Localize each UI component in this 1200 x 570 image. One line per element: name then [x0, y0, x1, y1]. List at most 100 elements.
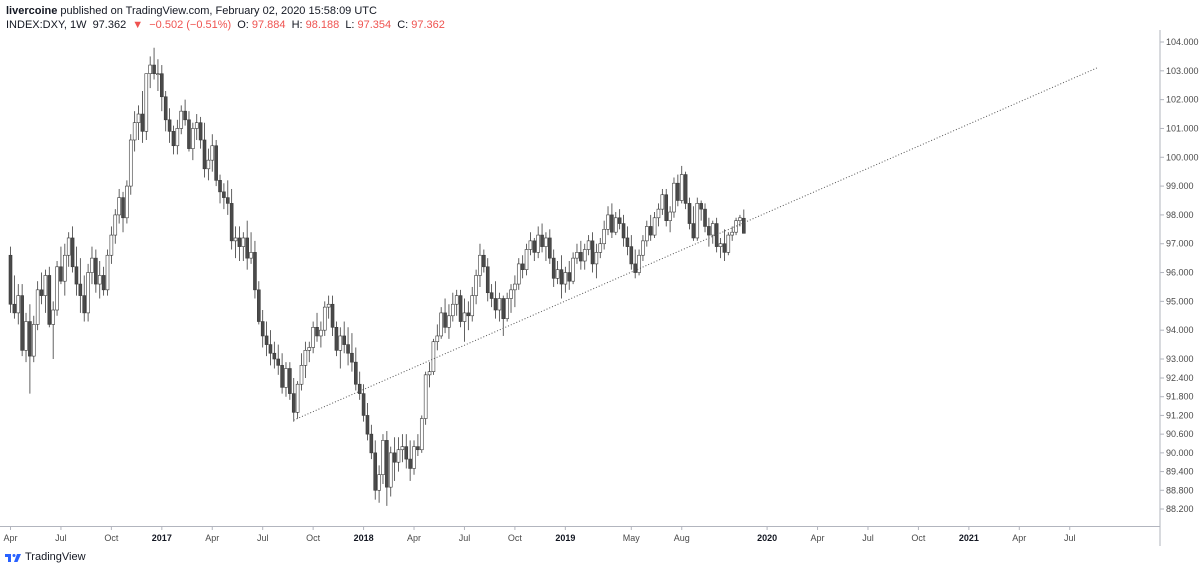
candle[interactable]: [140, 90, 145, 143]
candle[interactable]: [451, 292, 455, 322]
candle[interactable]: [536, 226, 540, 259]
candle[interactable]: [55, 261, 59, 316]
candle[interactable]: [369, 424, 374, 460]
candle[interactable]: [39, 272, 44, 305]
candle[interactable]: [458, 289, 463, 328]
candle[interactable]: [621, 214, 626, 247]
candle[interactable]: [175, 119, 180, 155]
candle[interactable]: [121, 191, 125, 233]
candle[interactable]: [532, 237, 537, 262]
candle[interactable]: [699, 200, 703, 221]
candle[interactable]: [90, 246, 94, 285]
candle[interactable]: [51, 301, 55, 359]
candle[interactable]: [74, 246, 79, 296]
candle[interactable]: [101, 266, 106, 296]
candle[interactable]: [128, 134, 133, 195]
candle[interactable]: [544, 232, 548, 262]
candle[interactable]: [586, 235, 591, 256]
candle[interactable]: [260, 310, 265, 348]
candle[interactable]: [257, 281, 261, 325]
candle[interactable]: [163, 90, 168, 132]
candle[interactable]: [233, 226, 238, 259]
candle[interactable]: [400, 434, 405, 463]
candle[interactable]: [322, 301, 327, 336]
candle[interactable]: [43, 269, 48, 313]
candle[interactable]: [625, 226, 630, 256]
candle[interactable]: [516, 258, 521, 290]
candle[interactable]: [82, 275, 87, 322]
publisher-user[interactable]: livercoine: [6, 5, 58, 17]
candle[interactable]: [388, 446, 393, 497]
candle[interactable]: [198, 116, 203, 149]
candle[interactable]: [431, 338, 436, 375]
candle[interactable]: [280, 353, 284, 394]
candle[interactable]: [94, 249, 98, 293]
candle[interactable]: [408, 440, 412, 481]
candle[interactable]: [125, 180, 129, 224]
candle[interactable]: [466, 301, 471, 331]
candle[interactable]: [567, 261, 572, 290]
candle[interactable]: [381, 434, 385, 485]
candle[interactable]: [47, 266, 52, 328]
candle[interactable]: [268, 330, 273, 366]
candle[interactable]: [326, 295, 331, 319]
candle[interactable]: [377, 465, 381, 503]
candle[interactable]: [354, 347, 358, 391]
candle[interactable]: [357, 371, 362, 400]
candle[interactable]: [590, 232, 595, 273]
candle[interactable]: [229, 188, 234, 250]
candle[interactable]: [672, 177, 676, 218]
candle[interactable]: [78, 258, 83, 313]
candle[interactable]: [241, 232, 246, 262]
candle[interactable]: [540, 223, 544, 253]
candle[interactable]: [194, 114, 199, 140]
candle[interactable]: [454, 289, 459, 316]
candle[interactable]: [462, 298, 467, 342]
candle[interactable]: [249, 232, 253, 264]
candle[interactable]: [144, 73, 149, 140]
brand-name[interactable]: TradingView: [25, 551, 86, 563]
candle[interactable]: [582, 243, 587, 270]
candle[interactable]: [555, 261, 560, 285]
candle[interactable]: [385, 431, 389, 506]
candle[interactable]: [97, 261, 102, 299]
candle[interactable]: [160, 65, 164, 112]
candle[interactable]: [645, 220, 649, 247]
candle[interactable]: [718, 237, 723, 259]
candle[interactable]: [152, 47, 156, 80]
candle[interactable]: [311, 321, 315, 354]
candle[interactable]: [8, 246, 13, 313]
candle[interactable]: [703, 203, 707, 233]
candle[interactable]: [637, 249, 641, 276]
candle[interactable]: [210, 134, 215, 172]
candle[interactable]: [70, 226, 75, 273]
candle[interactable]: [20, 284, 24, 357]
candle[interactable]: [295, 381, 300, 419]
candle[interactable]: [276, 344, 281, 375]
candle[interactable]: [315, 312, 319, 342]
candle[interactable]: [237, 226, 242, 262]
candle[interactable]: [12, 275, 17, 319]
candle[interactable]: [617, 209, 622, 230]
candle[interactable]: [691, 206, 696, 241]
candle[interactable]: [288, 362, 292, 400]
candle[interactable]: [206, 148, 211, 181]
time-axis[interactable]: Apr Jul Oct 2017 Apr Jul Oct 2018 Apr Jul Oct 2019 M…: [3, 526, 1075, 543]
candle[interactable]: [513, 275, 517, 308]
candle[interactable]: [602, 220, 606, 250]
candle[interactable]: [59, 246, 63, 285]
candle[interactable]: [613, 212, 618, 236]
candle[interactable]: [86, 263, 90, 322]
candle[interactable]: [156, 59, 160, 91]
candle[interactable]: [307, 341, 312, 363]
candle[interactable]: [291, 378, 296, 422]
candle[interactable]: [726, 232, 731, 256]
candle[interactable]: [167, 108, 172, 143]
candle[interactable]: [524, 243, 529, 276]
candle[interactable]: [222, 183, 226, 210]
candle[interactable]: [575, 243, 579, 264]
candle[interactable]: [272, 341, 277, 369]
candle[interactable]: [392, 437, 397, 481]
candle[interactable]: [579, 240, 583, 270]
candle[interactable]: [416, 434, 420, 456]
